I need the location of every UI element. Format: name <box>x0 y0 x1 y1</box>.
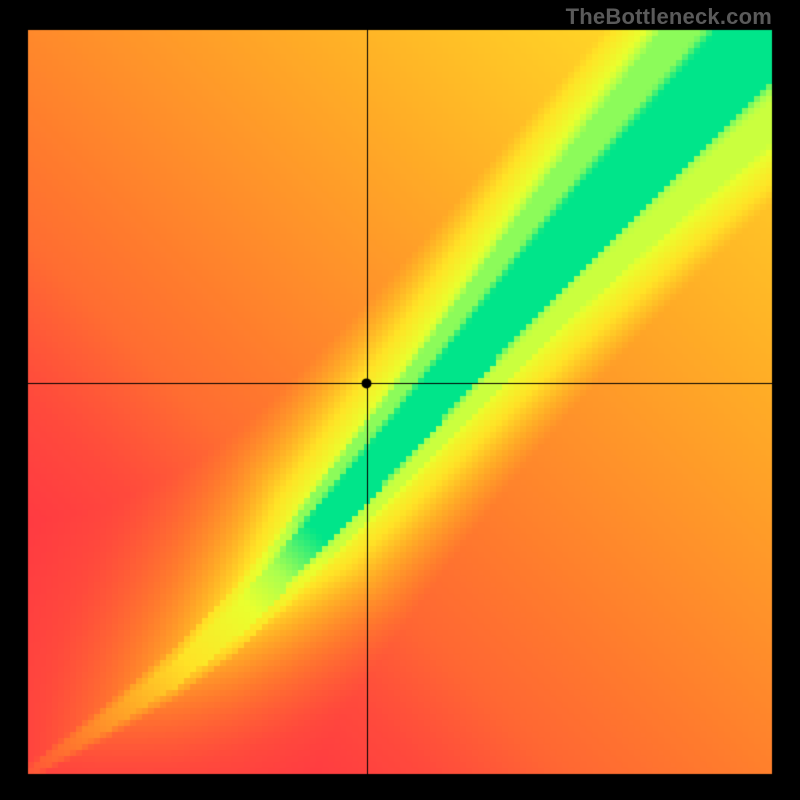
chart-container: TheBottleneck.com <box>0 0 800 800</box>
watermark-label: TheBottleneck.com <box>566 4 772 30</box>
heatmap-canvas <box>0 0 800 800</box>
